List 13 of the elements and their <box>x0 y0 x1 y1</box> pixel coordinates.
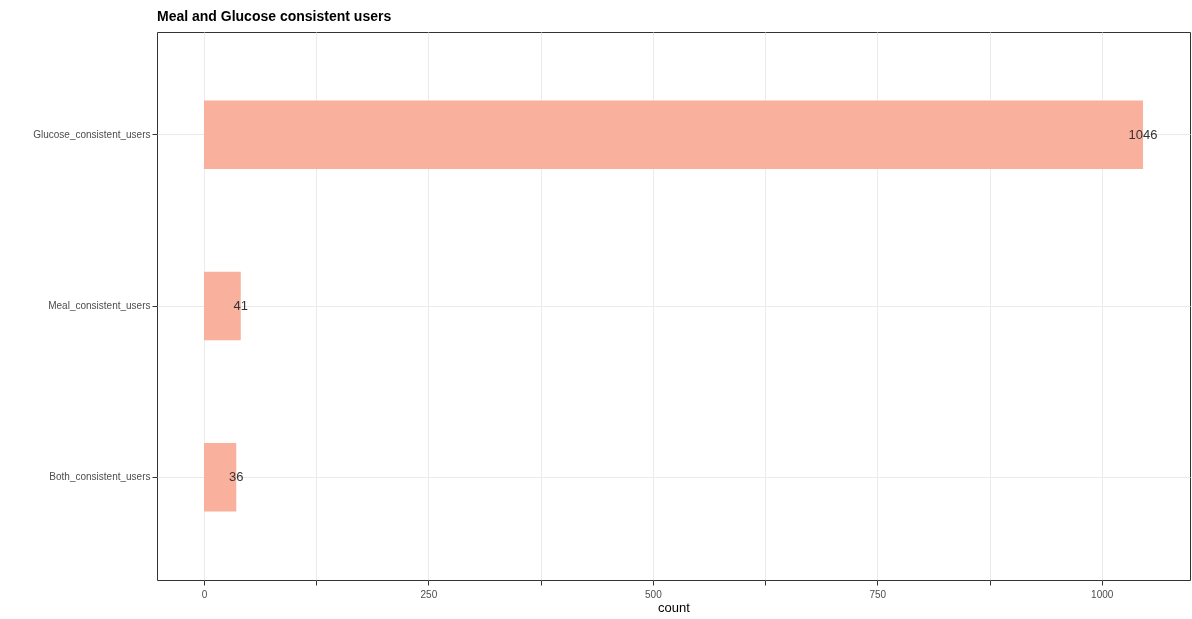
y-tick-label: Glucose_consistent_users <box>33 128 151 140</box>
x-tick-label: 0 <box>201 588 208 600</box>
x-tick-label: 500 <box>645 588 663 600</box>
x-tick-label: 1000 <box>1091 588 1114 600</box>
chart-title: Meal and Glucose consistent users <box>157 8 392 24</box>
data-label: 36 <box>229 469 244 485</box>
x-tick-label: 750 <box>869 588 887 600</box>
x-tick-label: 250 <box>420 588 438 600</box>
data-label: 1046 <box>1128 126 1158 142</box>
y-tick-label: Meal_consistent_users <box>48 300 151 311</box>
x-axis-title: count <box>658 599 691 615</box>
data-label: 41 <box>233 298 248 313</box>
y-tick-label: Both_consistent_users <box>49 471 151 483</box>
